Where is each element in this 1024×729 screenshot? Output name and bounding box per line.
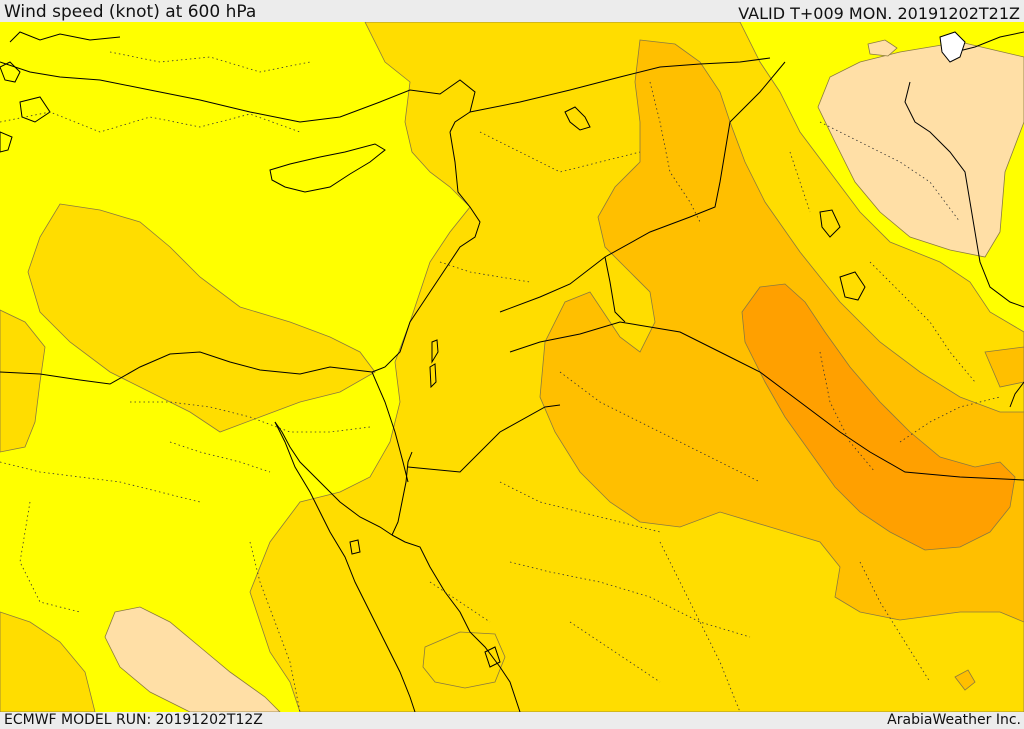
gulf-aqaba bbox=[391, 451, 413, 536]
band-pale-small bbox=[867, 39, 898, 57]
levant-coast bbox=[371, 131, 481, 373]
border-turkey-syria bbox=[469, 57, 771, 113]
lake-urmia bbox=[939, 31, 966, 63]
wind-speed-map[interactable] bbox=[0, 22, 1024, 712]
band-pale-southwest bbox=[104, 606, 281, 712]
map-canvas bbox=[0, 22, 1024, 712]
tigris-lake bbox=[564, 106, 591, 131]
border-syria-iraq bbox=[499, 61, 786, 313]
dead-sea bbox=[429, 363, 437, 389]
sea-of-galilee bbox=[431, 339, 439, 364]
band-2-west bbox=[27, 203, 376, 433]
iraq-lake-2 bbox=[839, 271, 866, 301]
internal-boundaries bbox=[0, 51, 1001, 712]
map-footer: ECMWF MODEL RUN: 20191202T12Z ArabiaWeat… bbox=[0, 712, 1024, 729]
border-jordan bbox=[407, 404, 561, 473]
red-sea-west-coast bbox=[274, 421, 416, 712]
red-sea-east-coast bbox=[391, 534, 521, 712]
iran-iraq-border bbox=[904, 81, 1024, 308]
map-header: Wind speed (knot) at 600 hPa VALID T+009… bbox=[0, 0, 1024, 23]
band-2-far-west bbox=[0, 309, 46, 453]
coastlines bbox=[0, 31, 1024, 712]
border-iraq-saudi bbox=[509, 321, 1024, 481]
iraq-lake-1 bbox=[819, 209, 841, 238]
border-egypt-israel bbox=[371, 371, 409, 483]
model-run: ECMWF MODEL RUN: 20191202T12Z bbox=[4, 712, 263, 728]
black-sea-coast bbox=[9, 31, 121, 43]
gulf-suez bbox=[274, 421, 393, 536]
border-jordan-iraq bbox=[604, 256, 626, 323]
band-pale-northeast bbox=[817, 41, 1024, 258]
cyprus bbox=[269, 143, 386, 193]
band-2-southwest bbox=[0, 611, 96, 712]
persian-gulf-coast bbox=[1009, 381, 1024, 408]
turkey-south-coast bbox=[0, 61, 476, 133]
red-sea-islands bbox=[349, 539, 501, 668]
band-4-main bbox=[741, 283, 1016, 551]
band-3-northeast-strip bbox=[984, 346, 1024, 388]
egypt-north-coast bbox=[0, 351, 373, 385]
aegean-islands bbox=[0, 61, 51, 153]
credit: ArabiaWeather Inc. bbox=[887, 712, 1021, 728]
band-3-small-east bbox=[954, 669, 976, 691]
map-title: Wind speed (knot) at 600 hPa bbox=[4, 2, 257, 22]
valid-time: VALID T+009 MON. 20191202T21Z bbox=[738, 4, 1020, 23]
caspian-coast bbox=[954, 31, 1024, 53]
